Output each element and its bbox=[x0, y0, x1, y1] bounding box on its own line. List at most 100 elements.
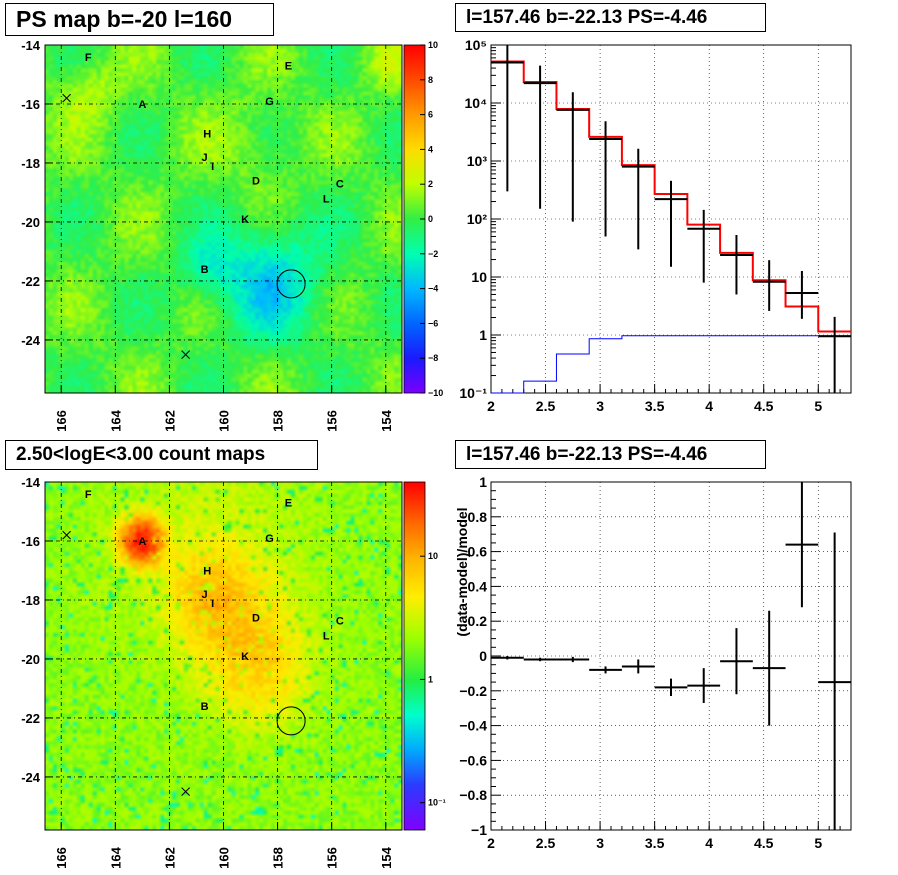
count-map-source-label: A bbox=[138, 536, 146, 548]
ps-map-panel: 166 164 162 160 158 156 154 -14 -16 -18 -20 -22 -24 F… bbox=[21, 38, 443, 432]
count-map-colorbar bbox=[403, 481, 426, 831]
spectrum-y-tick-label: 10⁴ bbox=[465, 95, 488, 111]
ps-map-colorbar-tick-label: 8 bbox=[428, 75, 433, 85]
ps-map-colorbar-tick-label: 4 bbox=[428, 144, 433, 154]
ps-map-source-label: G bbox=[265, 96, 274, 108]
residual-x-tick-label: 5 bbox=[814, 835, 822, 851]
count-map-source-label: J bbox=[202, 589, 208, 601]
residual-y-tick-label: −0.2 bbox=[459, 683, 487, 699]
residual-y-axis-label: (data-model)/model bbox=[454, 507, 470, 636]
count-map-heatmap-image bbox=[45, 482, 402, 830]
ps-map-source-label: K bbox=[241, 214, 249, 226]
ps-map-y-tick-label: -20 bbox=[21, 215, 40, 230]
count-map-x-tick-label: 160 bbox=[217, 847, 232, 869]
residual-y-tick-label: −0.8 bbox=[459, 787, 487, 803]
residual-y-tick-label: 1 bbox=[479, 474, 487, 490]
ps-map-x-tick-label: 160 bbox=[217, 410, 232, 432]
count-map-source-label: I bbox=[211, 598, 214, 610]
ps-map-colorbar-tick-label: −10 bbox=[428, 388, 443, 398]
spectrum-y-tick-label: 1 bbox=[479, 327, 487, 343]
ps-map-colorbar-tick-label: 10 bbox=[428, 40, 438, 50]
ps-map-y-tick-label: -22 bbox=[21, 274, 40, 289]
ps-map-source-label: L bbox=[323, 193, 330, 205]
count-map-y-tick-label: -22 bbox=[21, 711, 40, 726]
spectrum-x-tick-label: 2.5 bbox=[536, 398, 556, 414]
spectrum-x-tick-label: 4 bbox=[705, 398, 713, 414]
ps-map-source-label: E bbox=[285, 61, 292, 73]
count-map-y-tick-label: -24 bbox=[21, 770, 41, 785]
ps-map-colorbar-tick-label: 2 bbox=[428, 179, 433, 189]
spectrum-y-tick-label: 10 bbox=[471, 269, 487, 285]
count-map-x-tick-label: 156 bbox=[325, 847, 340, 869]
ps-map-x-tick-label: 162 bbox=[162, 410, 177, 432]
count-map-colorbar-tick-label: 10⁻¹ bbox=[428, 798, 446, 808]
residual-x-tick-label: 4.5 bbox=[754, 835, 774, 851]
count-map-source-label: K bbox=[241, 651, 249, 663]
count-map-source-label: F bbox=[85, 489, 92, 501]
residual-y-tick-label: −0.6 bbox=[459, 752, 487, 768]
residual-y-tick-label: 0 bbox=[479, 648, 487, 664]
count-map-x-marker bbox=[181, 787, 190, 797]
ps-map-y-tick-label: -18 bbox=[21, 156, 40, 171]
count-map-target-circle bbox=[276, 706, 306, 736]
ps-map-source-label: C bbox=[336, 179, 344, 191]
ps-map-source-label: A bbox=[138, 99, 146, 111]
residual-y-tick-label: 0.6 bbox=[468, 544, 488, 560]
spectrum-x-tick-label: 2 bbox=[487, 398, 495, 414]
count-map-source-label: G bbox=[265, 533, 274, 545]
ps-map-colorbar-tick-label: −4 bbox=[428, 284, 438, 294]
spectrum-panel: 2 2.5 3 3.5 4 4.5 5 10⁻¹ 1 10 10² 10³ 10⁴ 10⁵ bbox=[459, 37, 852, 414]
ps-map-source-label: B bbox=[201, 264, 209, 276]
count-map-x-tick-label: 164 bbox=[108, 846, 123, 868]
ps-map-colorbar-tick-label: −6 bbox=[428, 318, 438, 328]
spectrum-background-model-line bbox=[491, 335, 851, 394]
ps-map-x-tick-label: 154 bbox=[379, 409, 394, 431]
ps-map-x-tick-label: 166 bbox=[54, 410, 69, 432]
count-map-y-tick-label: -18 bbox=[21, 593, 40, 608]
count-map-colorbar-tick-label: 10 bbox=[428, 551, 438, 561]
residual-y-tick-label: −1 bbox=[471, 822, 487, 838]
ps-map-x-tick-label: 158 bbox=[271, 410, 286, 432]
ps-map-source-label: H bbox=[203, 128, 211, 140]
ps-map-colorbar-tick-label: 6 bbox=[428, 110, 433, 120]
ps-map-source-label: D bbox=[252, 176, 260, 188]
ps-map-colorbar-tick-label: 0 bbox=[428, 214, 433, 224]
count-map-y-tick-label: -16 bbox=[21, 534, 40, 549]
spectrum-title: l=157.46 b=-22.13 PS=-4.46 bbox=[455, 3, 766, 32]
ps-map-source-label: F bbox=[85, 52, 92, 64]
spectrum-x-tick-label: 3 bbox=[596, 398, 604, 414]
ps-map-target-circle bbox=[276, 269, 306, 299]
spectrum-y-tick-label: 10² bbox=[467, 211, 488, 227]
ps-map-y-tick-label: -16 bbox=[21, 97, 40, 112]
spectrum-x-tick-label: 3.5 bbox=[645, 398, 665, 414]
count-map-title: 2.50<logE<3.00 count maps bbox=[5, 440, 318, 470]
spectrum-y-tick-label: 10⁻¹ bbox=[459, 385, 487, 401]
count-map-x-tick-label: 158 bbox=[271, 847, 286, 869]
ps-map-y-tick-label: -14 bbox=[21, 38, 41, 53]
residual-x-tick-label: 3 bbox=[596, 835, 604, 851]
residual-y-tick-label: 0.8 bbox=[468, 509, 488, 525]
ps-map-colorbar-tick-label: −2 bbox=[428, 249, 438, 259]
spectrum-y-tick-label: 10³ bbox=[467, 153, 488, 169]
count-map-source-label: H bbox=[203, 565, 211, 577]
count-map-source-label: C bbox=[336, 616, 344, 628]
spectrum-x-tick-label: 4.5 bbox=[754, 398, 774, 414]
ps-map-y-tick-label: -24 bbox=[21, 333, 41, 348]
ps-map-x-tick-label: 164 bbox=[108, 409, 123, 431]
ps-map-colorbar-tick-label: −8 bbox=[428, 353, 438, 363]
count-map-x-tick-label: 162 bbox=[162, 847, 177, 869]
residual-x-tick-label: 3.5 bbox=[645, 835, 665, 851]
spectrum-x-tick-label: 5 bbox=[814, 398, 822, 414]
count-map-panel: 166 164 162 160 158 156 154 -14 -16 -18 -20 -22 -24 F… bbox=[21, 475, 446, 869]
count-map-x-tick-label: 166 bbox=[54, 847, 69, 869]
count-map-source-label: E bbox=[285, 498, 292, 510]
count-map-y-tick-label: -20 bbox=[21, 652, 40, 667]
ps-map-title: PS map b=-20 l=160 bbox=[5, 3, 274, 36]
spectrum-y-tick-label: 10⁵ bbox=[465, 37, 487, 53]
count-map-x-tick-label: 154 bbox=[379, 846, 394, 868]
ps-map-heatmap-image bbox=[45, 45, 402, 393]
count-map-source-label: L bbox=[323, 630, 330, 642]
residual-title: l=157.46 b=-22.13 PS=-4.46 bbox=[455, 440, 766, 469]
ps-map-x-marker bbox=[62, 93, 71, 103]
